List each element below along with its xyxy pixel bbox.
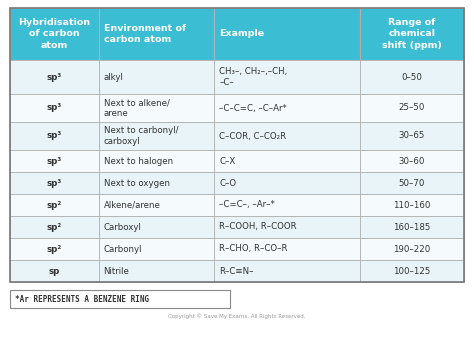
Text: Carboxyl: Carboxyl — [103, 223, 141, 232]
Bar — [360, 94, 464, 122]
Text: C–X: C–X — [219, 157, 236, 165]
Bar — [360, 238, 464, 260]
Text: sp³: sp³ — [46, 131, 62, 140]
Bar — [214, 122, 360, 150]
Bar — [10, 122, 99, 150]
Text: Environment of
carbon atom: Environment of carbon atom — [103, 24, 186, 44]
Text: C–O: C–O — [219, 179, 237, 187]
Bar — [214, 60, 360, 94]
Bar — [214, 172, 360, 194]
Bar — [99, 238, 214, 260]
Text: *Ar REPRESENTS A BENZENE RING: *Ar REPRESENTS A BENZENE RING — [15, 294, 149, 303]
Text: sp³: sp³ — [46, 179, 62, 187]
Bar — [99, 172, 214, 194]
Text: 50–70: 50–70 — [399, 179, 425, 187]
Text: R–CHO, R–CO–R: R–CHO, R–CO–R — [219, 245, 288, 254]
Text: R–C≡N–: R–C≡N– — [219, 267, 254, 276]
Text: 25–50: 25–50 — [399, 104, 425, 112]
Bar — [99, 94, 214, 122]
Bar — [360, 172, 464, 194]
Text: Hybridisation
of carbon
atom: Hybridisation of carbon atom — [18, 18, 91, 50]
Bar — [10, 216, 99, 238]
Bar — [99, 216, 214, 238]
Text: sp³: sp³ — [46, 73, 62, 82]
Bar — [99, 260, 214, 282]
Text: sp²: sp² — [46, 245, 62, 254]
Text: alkyl: alkyl — [103, 73, 123, 82]
Text: Next to halogen: Next to halogen — [103, 157, 173, 165]
Bar — [214, 216, 360, 238]
Text: 30–65: 30–65 — [399, 131, 425, 140]
Bar — [360, 216, 464, 238]
Text: R–COOH, R–COOR: R–COOH, R–COOR — [219, 223, 297, 232]
Text: Alkene/arene: Alkene/arene — [103, 201, 160, 209]
Bar — [99, 194, 214, 216]
Text: Next to carbonyl/
carboxyl: Next to carbonyl/ carboxyl — [103, 126, 178, 146]
Bar — [214, 260, 360, 282]
Bar — [360, 150, 464, 172]
Text: 30–60: 30–60 — [399, 157, 425, 165]
Text: sp³: sp³ — [46, 104, 62, 112]
Bar — [214, 194, 360, 216]
Bar — [99, 8, 214, 60]
Text: Example: Example — [219, 30, 264, 39]
Bar — [360, 260, 464, 282]
Bar — [99, 60, 214, 94]
Bar — [360, 194, 464, 216]
Text: 190–220: 190–220 — [393, 245, 430, 254]
Bar — [214, 94, 360, 122]
Text: 110–160: 110–160 — [393, 201, 430, 209]
Text: CH₃–, CH₂–,–CH,
–C–: CH₃–, CH₂–,–CH, –C– — [219, 67, 288, 87]
Text: sp: sp — [48, 267, 60, 276]
Bar — [10, 8, 99, 60]
Bar — [10, 8, 464, 282]
Text: –C–C=C, –C–Ar*: –C–C=C, –C–Ar* — [219, 104, 287, 112]
Bar — [10, 60, 99, 94]
Bar — [99, 122, 214, 150]
Bar — [214, 150, 360, 172]
Text: 0–50: 0–50 — [401, 73, 422, 82]
Bar — [214, 238, 360, 260]
Bar — [360, 60, 464, 94]
Text: C–COR, C–CO₂R: C–COR, C–CO₂R — [219, 131, 286, 140]
Text: sp³: sp³ — [46, 157, 62, 165]
Text: Carbonyl: Carbonyl — [103, 245, 142, 254]
Bar — [360, 8, 464, 60]
Text: Next to oxygen: Next to oxygen — [103, 179, 170, 187]
Bar — [99, 150, 214, 172]
Text: sp²: sp² — [46, 201, 62, 209]
Text: 100–125: 100–125 — [393, 267, 430, 276]
FancyBboxPatch shape — [10, 290, 230, 308]
Bar — [10, 238, 99, 260]
Bar — [214, 8, 360, 60]
Bar — [360, 122, 464, 150]
Bar — [10, 150, 99, 172]
Text: Nitrile: Nitrile — [103, 267, 129, 276]
Text: Next to alkene/
arene: Next to alkene/ arene — [103, 98, 169, 118]
Text: –C=C–, –Ar–*: –C=C–, –Ar–* — [219, 201, 275, 209]
Text: sp²: sp² — [46, 223, 62, 232]
Text: Range of
chemical
shift (ppm): Range of chemical shift (ppm) — [382, 18, 442, 50]
Text: Copyright © Save My Exams. All Rights Reserved.: Copyright © Save My Exams. All Rights Re… — [168, 313, 306, 319]
Bar — [10, 94, 99, 122]
Bar — [10, 194, 99, 216]
Bar — [10, 172, 99, 194]
Bar — [10, 260, 99, 282]
Text: 160–185: 160–185 — [393, 223, 430, 232]
